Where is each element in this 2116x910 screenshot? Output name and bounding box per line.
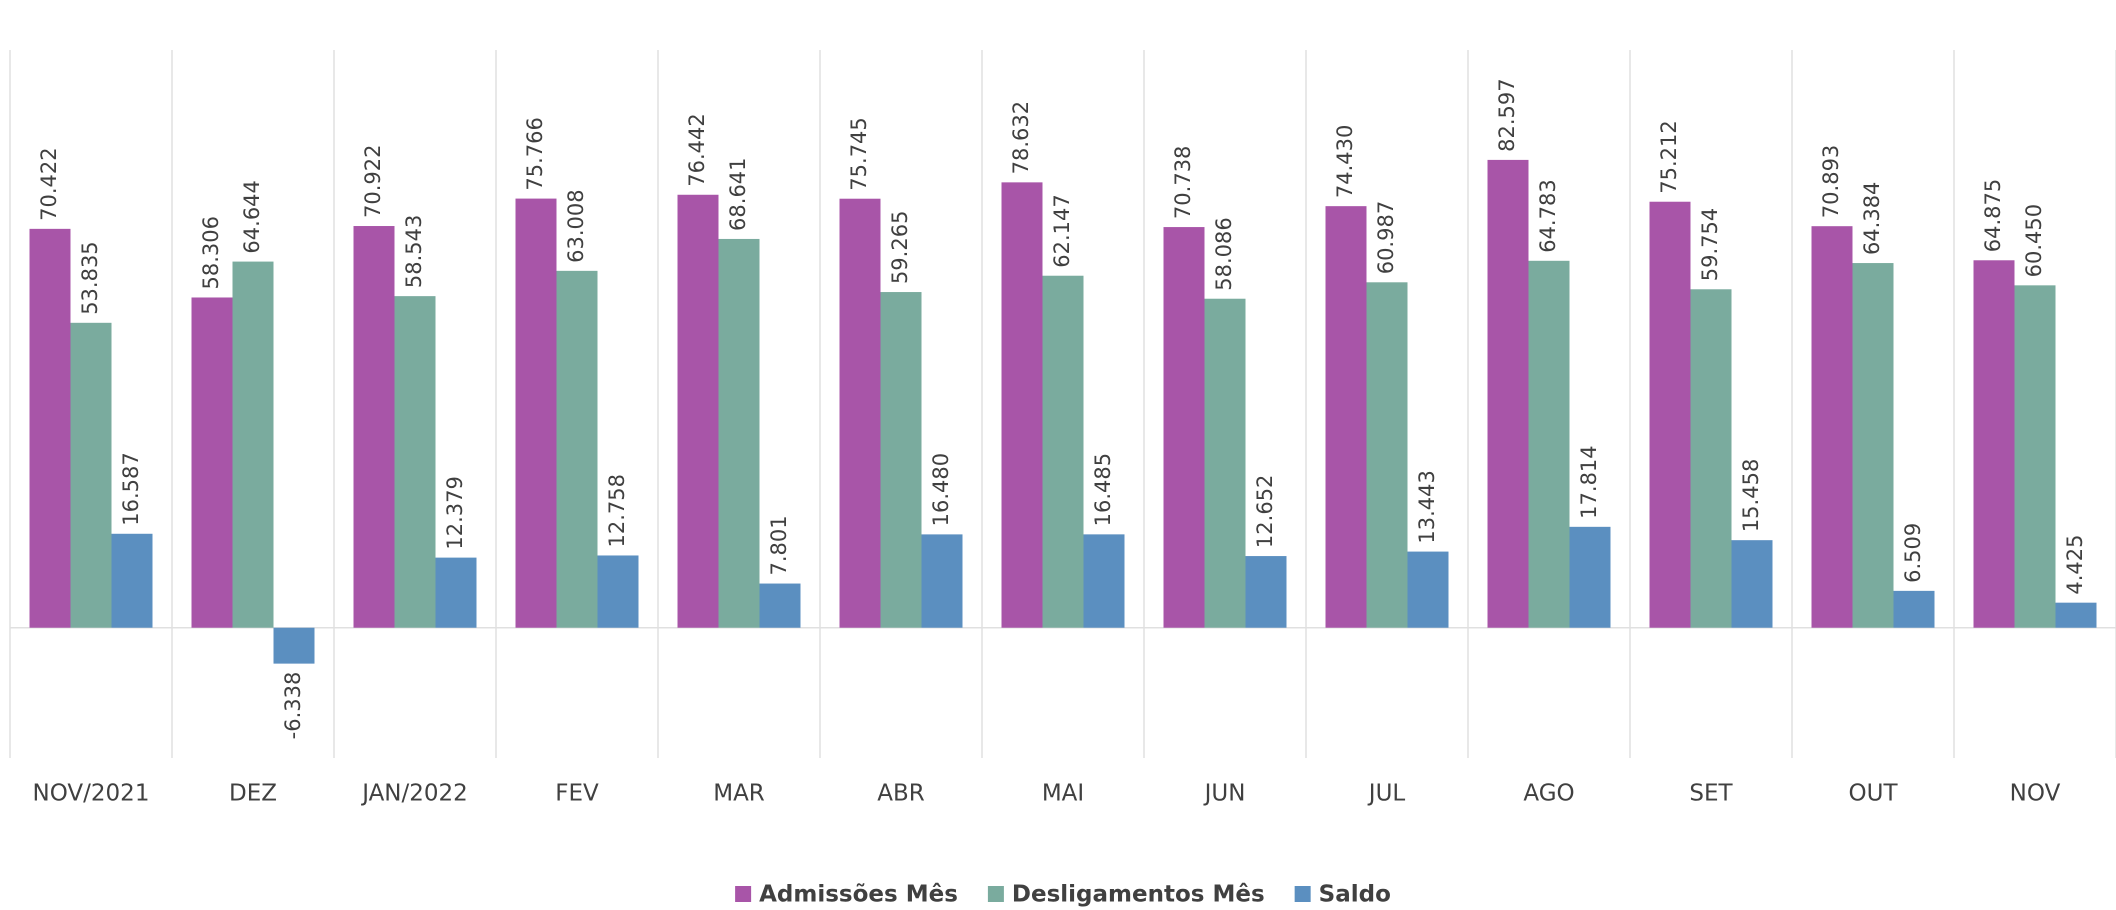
x-tick-label: JAN/2022	[360, 781, 468, 807]
bar	[1649, 201, 1691, 628]
bar	[1325, 206, 1367, 628]
bar	[1528, 260, 1570, 628]
data-label: 75.212	[1657, 120, 1681, 193]
data-label: 68.641	[726, 157, 750, 230]
data-label: 53.835	[78, 241, 102, 314]
bar	[515, 198, 557, 628]
data-label: 75.745	[847, 117, 871, 190]
bar	[273, 627, 315, 664]
bar	[1083, 534, 1125, 628]
data-label: 60.450	[2022, 204, 2046, 277]
data-label: 17.814	[1577, 445, 1601, 518]
bar	[759, 583, 801, 628]
data-label: 13.443	[1415, 470, 1439, 543]
data-label: 16.480	[929, 453, 953, 526]
legend-swatch	[735, 886, 752, 902]
bar	[718, 238, 760, 628]
data-label: 70.893	[1819, 145, 1843, 218]
data-label: 7.801	[767, 515, 791, 575]
data-label: 58.543	[402, 215, 426, 288]
data-label: 59.265	[888, 211, 912, 284]
data-label: 64.384	[1860, 182, 1884, 255]
data-label: 62.147	[1050, 194, 1074, 267]
bar	[1245, 556, 1287, 628]
bar	[677, 194, 719, 628]
bar	[1042, 275, 1084, 628]
data-label: 74.430	[1333, 125, 1357, 198]
bar	[880, 292, 922, 628]
data-label: 15.458	[1739, 459, 1763, 532]
legend-swatch	[987, 886, 1004, 902]
x-tick-label: AGO	[1523, 781, 1574, 807]
bar	[232, 261, 274, 628]
bar	[1973, 260, 2015, 628]
data-label: 82.597	[1495, 78, 1519, 151]
data-label: 60.987	[1374, 201, 1398, 274]
bar	[1163, 227, 1205, 628]
legend-label: Admissões Mês	[759, 882, 958, 908]
data-label: 64.644	[240, 180, 264, 253]
bar	[1204, 298, 1246, 628]
bar	[1407, 551, 1449, 628]
x-tick-label: SET	[1689, 781, 1733, 807]
x-tick-label: OUT	[1849, 781, 1899, 807]
data-label: 59.754	[1698, 208, 1722, 281]
bar	[839, 198, 881, 628]
bar	[1366, 282, 1408, 628]
data-label: 64.875	[1981, 179, 2005, 252]
bar	[1811, 226, 1853, 628]
bar	[1690, 289, 1732, 628]
bar	[394, 296, 436, 628]
bar	[191, 297, 233, 628]
bar	[1893, 590, 1935, 628]
data-label: 12.379	[443, 476, 467, 549]
data-label: 76.442	[685, 113, 709, 186]
bar	[2014, 285, 2056, 628]
data-label: 16.485	[1091, 453, 1115, 526]
x-tick-label: JUN	[1203, 781, 1246, 807]
x-tick-label: MAI	[1042, 781, 1084, 807]
bar	[1731, 540, 1773, 628]
bar	[1569, 526, 1611, 628]
bar	[597, 555, 639, 628]
x-tick-label: NOV/2021	[33, 781, 150, 807]
data-label: 6.509	[1901, 523, 1925, 583]
data-label: 64.783	[1536, 179, 1560, 252]
bar	[435, 557, 477, 628]
bar	[111, 533, 153, 628]
legend-label: Desligamentos Mês	[1012, 882, 1265, 908]
data-label: 12.652	[1253, 475, 1277, 548]
data-label: 4.425	[2063, 535, 2087, 595]
data-label: 63.008	[564, 189, 588, 262]
x-tick-label: MAR	[713, 781, 765, 807]
data-label: -6.338	[281, 672, 305, 740]
bar	[353, 226, 395, 628]
x-tick-label: NOV	[2010, 781, 2061, 807]
x-tick-label: JUL	[1367, 781, 1406, 807]
bar	[1487, 159, 1529, 628]
bar	[29, 228, 71, 628]
bar	[556, 270, 598, 628]
data-label: 58.306	[199, 216, 223, 289]
data-label: 70.738	[1171, 146, 1195, 219]
bar	[2055, 602, 2097, 628]
x-tick-label: ABR	[877, 781, 925, 807]
data-label: 16.587	[119, 452, 143, 525]
legend-swatch	[1294, 886, 1311, 902]
data-label: 70.422	[37, 147, 61, 220]
data-label: 78.632	[1009, 101, 1033, 174]
data-label: 58.086	[1212, 217, 1236, 290]
bar	[70, 322, 112, 628]
data-label: 70.922	[361, 145, 385, 218]
x-tick-label: DEZ	[229, 781, 277, 807]
bar	[1852, 263, 1894, 628]
legend-label: Saldo	[1319, 882, 1391, 908]
bar	[1001, 182, 1043, 628]
data-label: 75.766	[523, 117, 547, 190]
data-label: 12.758	[605, 474, 629, 547]
bar	[921, 534, 963, 628]
x-tick-label: FEV	[555, 781, 599, 807]
